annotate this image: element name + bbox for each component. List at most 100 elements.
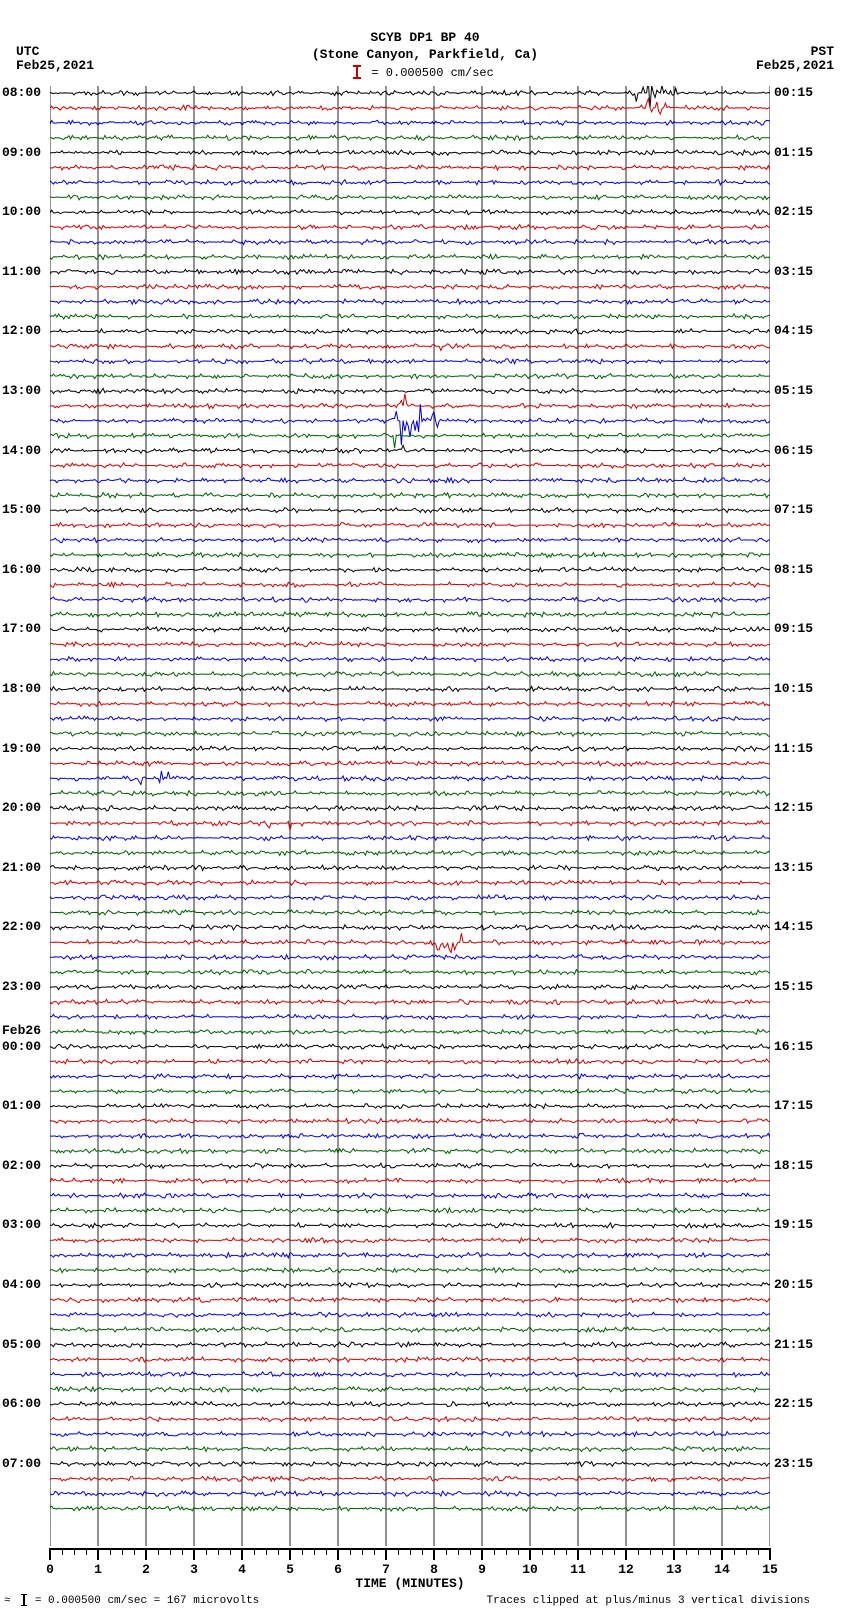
left-hour-17:00: 17:00 xyxy=(2,621,41,636)
right-hour-01:15: 01:15 xyxy=(774,145,813,160)
xtick-minor xyxy=(758,1548,759,1555)
xtick-label: 2 xyxy=(142,1562,150,1577)
seismogram-page: SCYB DP1 BP 40 (Stone Canyon, Parkfield,… xyxy=(0,0,850,1613)
xtick-minor xyxy=(206,1548,207,1555)
left-hour-16:00: 16:00 xyxy=(2,562,41,577)
xtick-label: 6 xyxy=(334,1562,342,1577)
footer-left-text: = 0.000500 cm/sec = 167 microvolts xyxy=(35,1595,259,1607)
footer-right: Traces clipped at plus/minus 3 vertical … xyxy=(487,1595,810,1607)
xtick-major xyxy=(529,1548,531,1560)
title-line2: (Stone Canyon, Parkfield, Ca) xyxy=(0,47,850,62)
xtick-minor xyxy=(470,1548,471,1555)
right-hour-16:15: 16:15 xyxy=(774,1039,813,1054)
xtick-minor xyxy=(734,1548,735,1555)
xtick-minor xyxy=(230,1548,231,1555)
top-right-date: Feb25,2021 xyxy=(756,58,834,73)
xtick-label: 0 xyxy=(46,1562,54,1577)
left-hour-13:00: 13:00 xyxy=(2,383,41,398)
xtick-minor xyxy=(122,1548,123,1555)
xtick-label: 3 xyxy=(190,1562,198,1577)
scale-legend: = 0.000500 cm/sec xyxy=(0,66,850,80)
right-hour-14:15: 14:15 xyxy=(774,919,813,934)
right-hour-20:15: 20:15 xyxy=(774,1277,813,1292)
right-hour-03:15: 03:15 xyxy=(774,264,813,279)
left-hour-04:00: 04:00 xyxy=(2,1277,41,1292)
xtick-major xyxy=(577,1548,579,1560)
plot-overlay xyxy=(50,86,770,1546)
left-hour-19:00: 19:00 xyxy=(2,741,41,756)
xtick-major xyxy=(241,1548,243,1560)
xtick-minor xyxy=(710,1548,711,1555)
xtick-minor xyxy=(614,1548,615,1555)
footer-scale-bar-icon xyxy=(23,1594,25,1606)
mid-left-date: Feb26 xyxy=(2,1023,41,1038)
header: SCYB DP1 BP 40 (Stone Canyon, Parkfield,… xyxy=(0,30,850,62)
xtick-major xyxy=(769,1548,771,1560)
xtick-minor xyxy=(506,1548,507,1555)
xtick-minor xyxy=(278,1548,279,1555)
xtick-label: 7 xyxy=(382,1562,390,1577)
xtick-major xyxy=(145,1548,147,1560)
xtick-minor xyxy=(398,1548,399,1555)
xtick-major xyxy=(433,1548,435,1560)
xtick-major xyxy=(49,1548,51,1560)
left-hour-09:00: 09:00 xyxy=(2,145,41,160)
xtick-minor xyxy=(458,1548,459,1555)
top-left-date: Feb25,2021 xyxy=(16,58,94,73)
left-hour-11:00: 11:00 xyxy=(2,264,41,279)
right-hour-19:15: 19:15 xyxy=(774,1217,813,1232)
xaxis: TIME (MINUTES) 0123456789101112131415 xyxy=(50,1548,770,1588)
left-hour-23:00: 23:00 xyxy=(2,979,41,994)
xtick-label: 15 xyxy=(762,1562,778,1577)
left-hour-05:00: 05:00 xyxy=(2,1337,41,1352)
xtick-major xyxy=(193,1548,195,1560)
left-hour-00:00: 00:00 xyxy=(2,1039,41,1054)
left-hour-12:00: 12:00 xyxy=(2,323,41,338)
left-hour-21:00: 21:00 xyxy=(2,860,41,875)
scale-text: = 0.000500 cm/sec xyxy=(371,66,493,80)
xtick-minor xyxy=(566,1548,567,1555)
right-hour-23:15: 23:15 xyxy=(774,1456,813,1471)
xtick-label: 10 xyxy=(522,1562,538,1577)
right-hour-15:15: 15:15 xyxy=(774,979,813,994)
scale-bar-icon xyxy=(356,65,358,79)
xtick-minor xyxy=(218,1548,219,1555)
left-hour-15:00: 15:00 xyxy=(2,502,41,517)
xtick-minor xyxy=(86,1548,87,1555)
xtick-label: 11 xyxy=(570,1562,586,1577)
left-hour-14:00: 14:00 xyxy=(2,443,41,458)
seismogram-plot xyxy=(50,86,770,1546)
right-hour-18:15: 18:15 xyxy=(774,1158,813,1173)
right-hour-11:15: 11:15 xyxy=(774,741,813,756)
right-hour-21:15: 21:15 xyxy=(774,1337,813,1352)
xtick-major xyxy=(337,1548,339,1560)
xtick-minor xyxy=(590,1548,591,1555)
xtick-minor xyxy=(686,1548,687,1555)
right-hour-06:15: 06:15 xyxy=(774,443,813,458)
xtick-minor xyxy=(182,1548,183,1555)
right-hour-05:15: 05:15 xyxy=(774,383,813,398)
xtick-minor xyxy=(410,1548,411,1555)
xtick-minor xyxy=(494,1548,495,1555)
xtick-label: 4 xyxy=(238,1562,246,1577)
left-hour-01:00: 01:00 xyxy=(2,1098,41,1113)
footer-left-prefix: ≈ xyxy=(4,1595,11,1607)
xtick-minor xyxy=(698,1548,699,1555)
xtick-minor xyxy=(602,1548,603,1555)
xtick-minor xyxy=(302,1548,303,1555)
title-line1: SCYB DP1 BP 40 xyxy=(0,30,850,45)
right-hour-07:15: 07:15 xyxy=(774,502,813,517)
xtick-major xyxy=(289,1548,291,1560)
xtick-minor xyxy=(266,1548,267,1555)
xtick-major xyxy=(481,1548,483,1560)
right-hour-13:15: 13:15 xyxy=(774,860,813,875)
top-left-timezone: UTC xyxy=(16,44,39,59)
xtick-major xyxy=(625,1548,627,1560)
xtick-label: 5 xyxy=(286,1562,294,1577)
xtick-major xyxy=(673,1548,675,1560)
right-hour-10:15: 10:15 xyxy=(774,681,813,696)
left-hour-22:00: 22:00 xyxy=(2,919,41,934)
right-hour-08:15: 08:15 xyxy=(774,562,813,577)
xtick-minor xyxy=(650,1548,651,1555)
xtick-minor xyxy=(374,1548,375,1555)
